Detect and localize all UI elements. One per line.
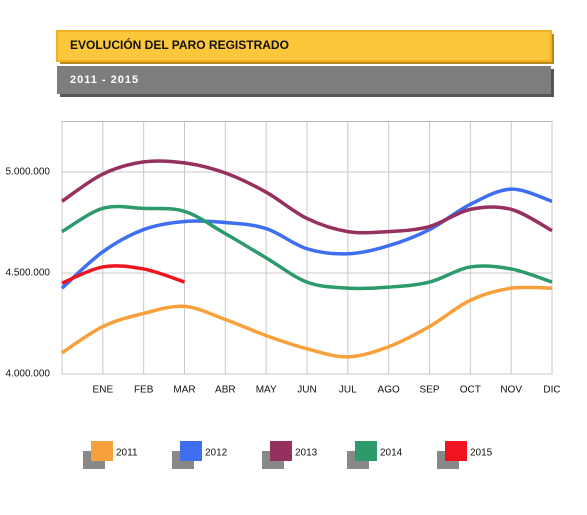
chart-title: EVOLUCIÓN DEL PARO REGISTRADO <box>70 37 289 52</box>
x-tick-label: FEB <box>134 385 154 396</box>
legend-swatch <box>445 441 467 461</box>
x-tick-label: OCT <box>460 385 481 396</box>
legend-label: 2015 <box>470 448 493 459</box>
y-tick-label: 4.000.000 <box>6 369 51 380</box>
y-tick-label: 5.000.000 <box>6 167 51 178</box>
x-tick-label: NOV <box>500 385 522 396</box>
x-tick-label: SEP <box>419 385 439 396</box>
subtitle-banner <box>57 66 551 94</box>
x-tick-label: ENE <box>93 385 114 396</box>
x-tick-label: JUL <box>339 385 357 396</box>
x-tick-label: JUN <box>297 385 316 396</box>
legend-swatch <box>355 441 377 461</box>
series-line <box>60 187 553 290</box>
chart-subtitle: 2011 - 2015 <box>70 74 139 86</box>
legend-label: 2011 <box>116 448 138 459</box>
legend-label: 2012 <box>205 448 228 459</box>
legend-label: 2014 <box>380 448 403 459</box>
series-line <box>61 204 553 291</box>
legend-swatch <box>91 441 113 461</box>
y-tick-label: 4.500.000 <box>6 268 51 279</box>
title-banner <box>56 30 552 62</box>
x-tick-label: MAY <box>256 385 277 396</box>
legend-label: 2013 <box>295 448 318 459</box>
x-tick-label: AGO <box>378 385 400 396</box>
legend-swatch <box>270 441 292 461</box>
series-line <box>61 285 553 359</box>
x-tick-label: MAR <box>173 385 195 396</box>
legend-swatch <box>180 441 202 461</box>
series-line <box>61 264 186 285</box>
x-tick-label: DIC <box>543 385 560 396</box>
series-line <box>61 159 553 235</box>
x-tick-label: ABR <box>215 385 236 396</box>
